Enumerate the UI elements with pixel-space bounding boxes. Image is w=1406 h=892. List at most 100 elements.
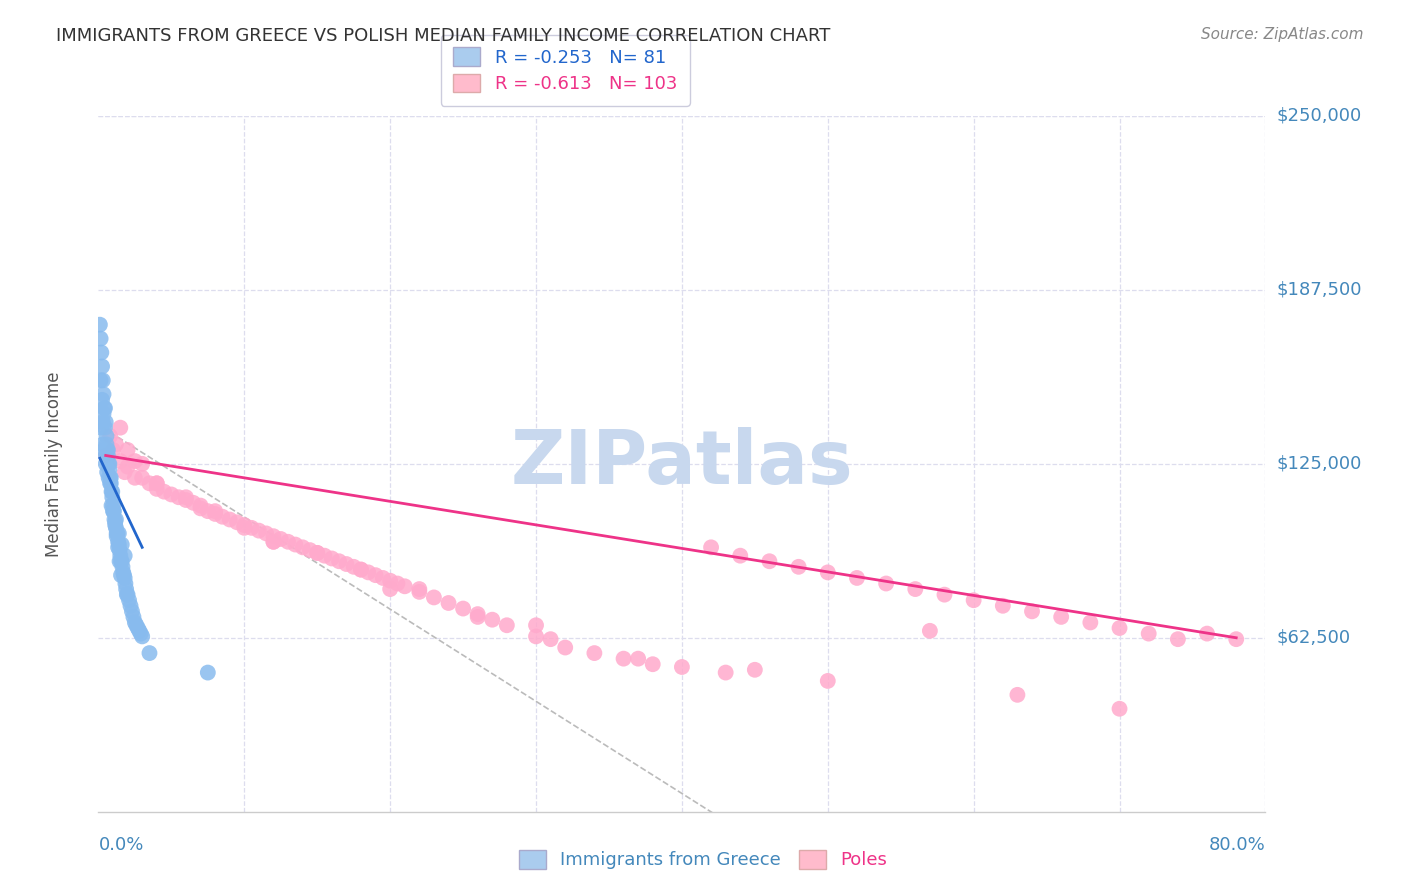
- Point: [124, 471, 146, 485]
- Point: [108, 537, 131, 551]
- Point: [98, 471, 121, 485]
- Legend: R = -0.253   N= 81, R = -0.613   N= 103: R = -0.253 N= 81, R = -0.613 N= 103: [440, 35, 690, 106]
- Point: [343, 559, 366, 574]
- Point: [307, 546, 329, 560]
- Point: [105, 526, 128, 541]
- Point: [89, 318, 111, 332]
- Point: [1197, 626, 1219, 640]
- Point: [1167, 632, 1189, 647]
- Point: [846, 571, 869, 585]
- Point: [105, 526, 128, 541]
- Point: [394, 579, 416, 593]
- Point: [153, 484, 176, 499]
- Point: [496, 618, 519, 632]
- Point: [554, 640, 576, 655]
- Point: [111, 537, 134, 551]
- Point: [91, 373, 114, 387]
- Point: [371, 571, 394, 585]
- Point: [124, 615, 146, 630]
- Point: [350, 563, 373, 577]
- Point: [131, 471, 153, 485]
- Point: [90, 420, 112, 434]
- Point: [714, 665, 737, 680]
- Point: [1080, 615, 1102, 630]
- Point: [111, 559, 134, 574]
- Point: [240, 521, 263, 535]
- Point: [467, 607, 489, 621]
- Point: [204, 504, 226, 518]
- Point: [146, 476, 169, 491]
- Point: [117, 588, 139, 602]
- Point: [100, 476, 122, 491]
- Point: [1050, 610, 1073, 624]
- Point: [408, 585, 430, 599]
- Point: [104, 521, 127, 535]
- Point: [991, 599, 1014, 613]
- Point: [627, 651, 650, 665]
- Point: [108, 543, 131, 558]
- Point: [108, 554, 131, 568]
- Point: [101, 484, 124, 499]
- Point: [93, 407, 115, 421]
- Point: [91, 392, 114, 407]
- Text: Source: ZipAtlas.com: Source: ZipAtlas.com: [1201, 27, 1364, 42]
- Point: [524, 629, 547, 643]
- Point: [380, 582, 402, 596]
- Point: [94, 449, 117, 463]
- Point: [233, 521, 256, 535]
- Point: [101, 490, 124, 504]
- Point: [138, 646, 160, 660]
- Point: [583, 646, 606, 660]
- Point: [357, 566, 380, 580]
- Point: [1137, 626, 1160, 640]
- Point: [94, 401, 117, 416]
- Point: [94, 457, 117, 471]
- Point: [91, 359, 114, 374]
- Point: [100, 471, 122, 485]
- Point: [91, 437, 114, 451]
- Point: [110, 454, 132, 468]
- Point: [118, 593, 141, 607]
- Point: [524, 618, 547, 632]
- Point: [97, 457, 120, 471]
- Point: [107, 541, 129, 555]
- Point: [97, 471, 120, 485]
- Point: [918, 624, 941, 638]
- Point: [105, 529, 128, 543]
- Point: [103, 504, 125, 518]
- Point: [96, 442, 118, 457]
- Point: [277, 534, 299, 549]
- Point: [641, 657, 664, 672]
- Text: Median Family Income: Median Family Income: [45, 371, 63, 557]
- Point: [364, 568, 387, 582]
- Point: [107, 534, 129, 549]
- Point: [437, 596, 460, 610]
- Point: [174, 493, 197, 508]
- Point: [181, 496, 204, 510]
- Point: [263, 529, 285, 543]
- Point: [146, 476, 169, 491]
- Point: [226, 516, 249, 530]
- Point: [700, 541, 723, 555]
- Point: [94, 449, 117, 463]
- Point: [98, 457, 121, 471]
- Point: [467, 610, 489, 624]
- Point: [1108, 702, 1130, 716]
- Point: [97, 449, 120, 463]
- Point: [298, 543, 321, 558]
- Point: [101, 504, 124, 518]
- Point: [115, 588, 138, 602]
- Point: [110, 420, 132, 434]
- Point: [115, 582, 138, 596]
- Point: [291, 541, 314, 555]
- Point: [101, 499, 124, 513]
- Point: [131, 629, 153, 643]
- Point: [110, 568, 132, 582]
- Point: [90, 332, 112, 346]
- Point: [218, 512, 240, 526]
- Point: [540, 632, 562, 647]
- Point: [112, 566, 135, 580]
- Point: [481, 613, 503, 627]
- Point: [263, 534, 285, 549]
- Point: [197, 665, 219, 680]
